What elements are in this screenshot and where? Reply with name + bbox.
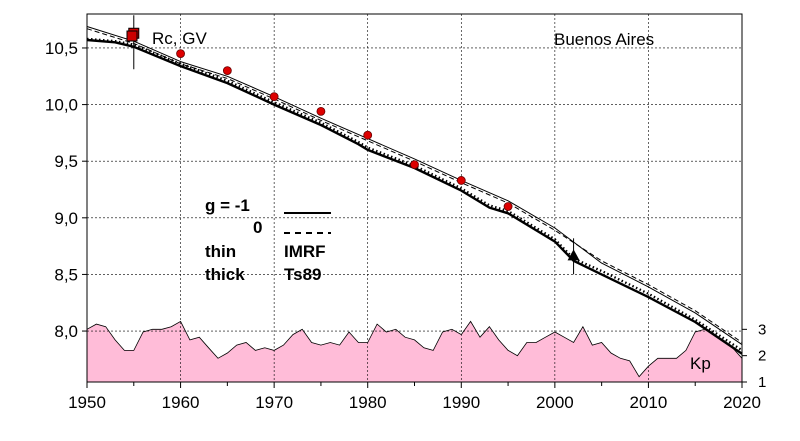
rc-point — [410, 160, 419, 169]
rc-legend-square — [126, 30, 138, 42]
legend-g-row1: g = -1 — [205, 196, 250, 215]
legend-thick-label: thick — [205, 265, 245, 284]
y-tick-label: 8,0 — [54, 322, 78, 341]
y-tick-label: 8,5 — [54, 265, 78, 284]
kp-tick-label: 1 — [758, 374, 766, 391]
series-line-0 — [86, 26, 743, 346]
legend-imrf-label: IMRF — [284, 242, 326, 261]
x-tick-label: 1960 — [162, 393, 200, 412]
rc-point — [222, 66, 232, 76]
y-tick-label: 10,0 — [45, 96, 78, 115]
y-tick-label: 9,0 — [54, 209, 78, 228]
x-tick-label: 1980 — [349, 393, 387, 412]
rc-point — [316, 106, 326, 116]
legend-ts89-label: Ts89 — [284, 265, 322, 284]
x-tick-label: 1990 — [442, 393, 480, 412]
rc-point — [503, 202, 513, 211]
rc-point — [269, 92, 279, 102]
triangle-marker — [567, 249, 580, 261]
kp-tick-label: 2 — [758, 348, 766, 365]
kp-area — [87, 321, 742, 382]
rc-legend-label: Rc, GV — [152, 29, 207, 48]
series-layer — [86, 26, 743, 355]
x-tick-label: 2020 — [723, 393, 761, 412]
legend-g-row2: 0 — [253, 218, 262, 237]
kp-label: Kp — [690, 354, 711, 373]
x-tick-label: 1970 — [255, 393, 293, 412]
location-title: Buenos Aires — [554, 30, 654, 49]
rc-point — [363, 130, 373, 140]
x-tick-label: 1950 — [68, 393, 106, 412]
y-tick-label: 9,5 — [54, 152, 78, 171]
kp-tick-label: 3 — [758, 321, 766, 338]
rc-point — [456, 176, 466, 185]
x-tick-label: 2010 — [630, 393, 668, 412]
axes: 1950 1960 1970 1980 1990 2000 2010 2020 8,0 8,5 9,… — [45, 39, 766, 412]
legend-thin-label: thin — [205, 242, 236, 261]
y-tick-label: 10,5 — [45, 39, 78, 58]
x-tick-label: 2000 — [536, 393, 574, 412]
kp-line — [86, 320, 743, 378]
rc-point — [176, 49, 185, 59]
kp-layer — [86, 320, 743, 382]
grid — [87, 14, 742, 382]
